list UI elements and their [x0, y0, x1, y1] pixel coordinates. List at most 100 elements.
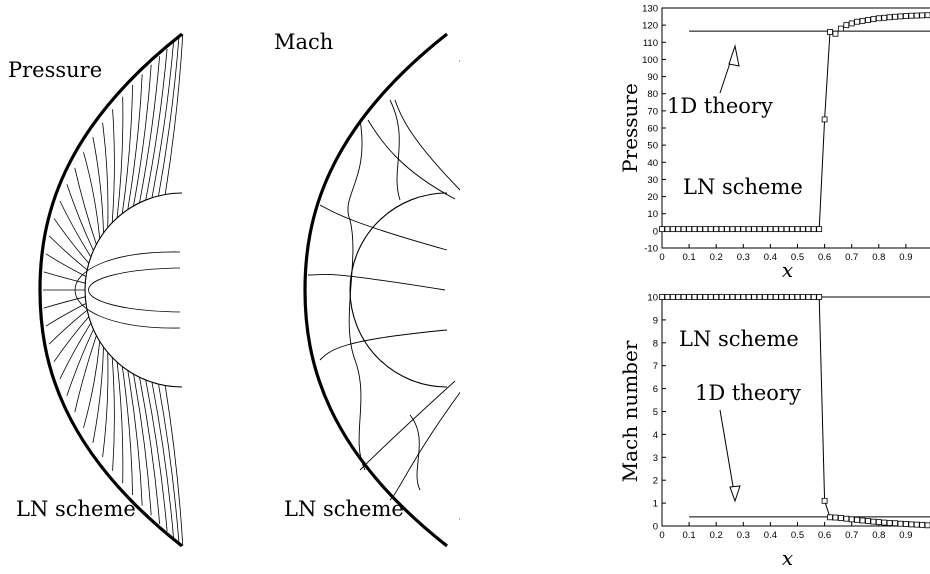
- y-tick-label: 2: [653, 476, 658, 487]
- isobar-line: [53, 218, 90, 264]
- scheme-data-point: [697, 294, 703, 300]
- scheme-data-point: [789, 294, 795, 300]
- x-tick-label: 0.6: [818, 252, 831, 263]
- scheme-data-point: [707, 294, 714, 300]
- scheme-data-point: [686, 226, 692, 233]
- scheme-data-point: [919, 12, 926, 19]
- isobar-line: [139, 56, 160, 203]
- isobar-line: [43, 271, 86, 284]
- scheme-data-point: [902, 521, 909, 527]
- x-tick-label: 0.2: [710, 252, 723, 263]
- scheme-data-point: [772, 226, 779, 233]
- scheme-data-point: [870, 16, 877, 23]
- scheme-data-point: [740, 226, 747, 233]
- scheme-data-point: [718, 294, 725, 300]
- pressure-chart: 00.10.20.30.40.50.60.70.80.91-1001020304…: [615, 0, 930, 282]
- scheme-data-point: [924, 12, 930, 19]
- scheme-data-point: [854, 516, 861, 523]
- mach-contour-line: [409, 414, 421, 491]
- y-tick-label: 20: [647, 192, 658, 203]
- scheme-data-point: [778, 294, 785, 300]
- scheme-data-point: [691, 226, 698, 233]
- x-tick-label: 0.4: [764, 252, 777, 263]
- pressure-contour-plot: [0, 20, 200, 560]
- isobar-line: [45, 253, 87, 277]
- scheme-data-point: [751, 226, 758, 233]
- scheme-data-point: [886, 520, 893, 526]
- y-tick-label: 110: [643, 38, 658, 49]
- isobar-line: [74, 167, 97, 245]
- scheme-data-point: [740, 294, 747, 300]
- body-surface-line: [349, 192, 448, 388]
- y-tick-label: 0: [653, 522, 658, 533]
- mach-contour-caption: LN scheme: [284, 497, 404, 521]
- mach-contour-line: [394, 99, 468, 198]
- theory-annotation: 1D theory: [695, 381, 801, 405]
- scheme-data-point: [729, 226, 736, 233]
- scheme-data-point: [745, 226, 752, 233]
- mach-contour-title: Mach: [274, 30, 334, 54]
- y-tick-label: -10: [644, 244, 658, 255]
- scheme-data-point: [729, 294, 736, 300]
- scheme-data-point: [680, 226, 687, 233]
- scheme-data-point: [659, 226, 665, 233]
- scheme-data-point: [734, 226, 741, 233]
- scheme-data-point: [675, 294, 682, 300]
- scheme-data-point: [913, 12, 920, 19]
- isobar-line: [43, 296, 86, 309]
- scheme-data-point: [664, 294, 671, 300]
- isobar-line: [83, 341, 101, 428]
- scheme-data-point: [794, 226, 801, 233]
- y-tick-label: 10: [647, 293, 658, 304]
- isobar-line: [83, 152, 101, 239]
- pressure-contour-caption: LN scheme: [16, 497, 136, 521]
- y-tick-label: 50: [647, 141, 658, 152]
- x-tick-label: 0.7: [845, 252, 858, 263]
- scheme-annotation: LN scheme: [679, 327, 799, 351]
- scheme-data-point: [875, 519, 882, 526]
- scheme-data-point: [924, 522, 930, 529]
- scheme-data-point: [734, 294, 741, 300]
- y-tick-label: 5: [653, 407, 658, 418]
- y-axis-label: Pressure: [618, 83, 642, 173]
- x-axis-label: x: [782, 258, 793, 280]
- pressure-contour-title: Pressure: [8, 58, 103, 82]
- scheme-data-point: [881, 14, 888, 21]
- isobar-line: [66, 329, 94, 396]
- mach-contour-line: [389, 382, 468, 501]
- isobar-line: [74, 251, 181, 329]
- mach-chart-canvas: 0 0.1 0.2 0.3 0.4 0.5 0.6 0.7 0.8 0.9 10 1 2 3 4 5 6 7 8 9 1…: [618, 293, 930, 570]
- scheme-data-point: [772, 294, 779, 300]
- scheme-data-point: [805, 226, 812, 233]
- scheme-data-point: [913, 521, 920, 528]
- y-tick-label: 9: [653, 315, 658, 326]
- mach-contour-line: [319, 329, 448, 361]
- scheme-data-point: [854, 18, 861, 25]
- isobar-line: [121, 84, 133, 214]
- scheme-annotation: LN scheme: [683, 175, 803, 199]
- scheme-data-point: [832, 514, 839, 521]
- scheme-data-point: [762, 226, 768, 233]
- scheme-data-point: [702, 294, 709, 300]
- mach-contour-line: [359, 380, 456, 471]
- scheme-data-point: [865, 17, 871, 23]
- isobar-line: [102, 122, 109, 228]
- scheme-data-point: [669, 226, 676, 233]
- isobar-line: [151, 382, 174, 538]
- y-axis-label: Mach number: [618, 340, 642, 482]
- scheme-data-point: [902, 13, 909, 19]
- scheme-data-point: [881, 519, 888, 526]
- isobar-line: [127, 370, 143, 506]
- y-tick-label: 8: [653, 338, 658, 349]
- isobar-line: [133, 373, 152, 516]
- isobar-line: [158, 37, 180, 196]
- scheme-data-point: [783, 226, 790, 233]
- x-tick-label: 0.1: [682, 530, 695, 541]
- x-tick-label: 0: [659, 252, 664, 263]
- isobar-line: [145, 48, 168, 201]
- scheme-data-point: [908, 521, 915, 528]
- isobar-line: [145, 379, 168, 532]
- scheme-data-point: [767, 226, 774, 233]
- isobar-line: [45, 303, 87, 327]
- y-tick-label: 0: [653, 226, 658, 237]
